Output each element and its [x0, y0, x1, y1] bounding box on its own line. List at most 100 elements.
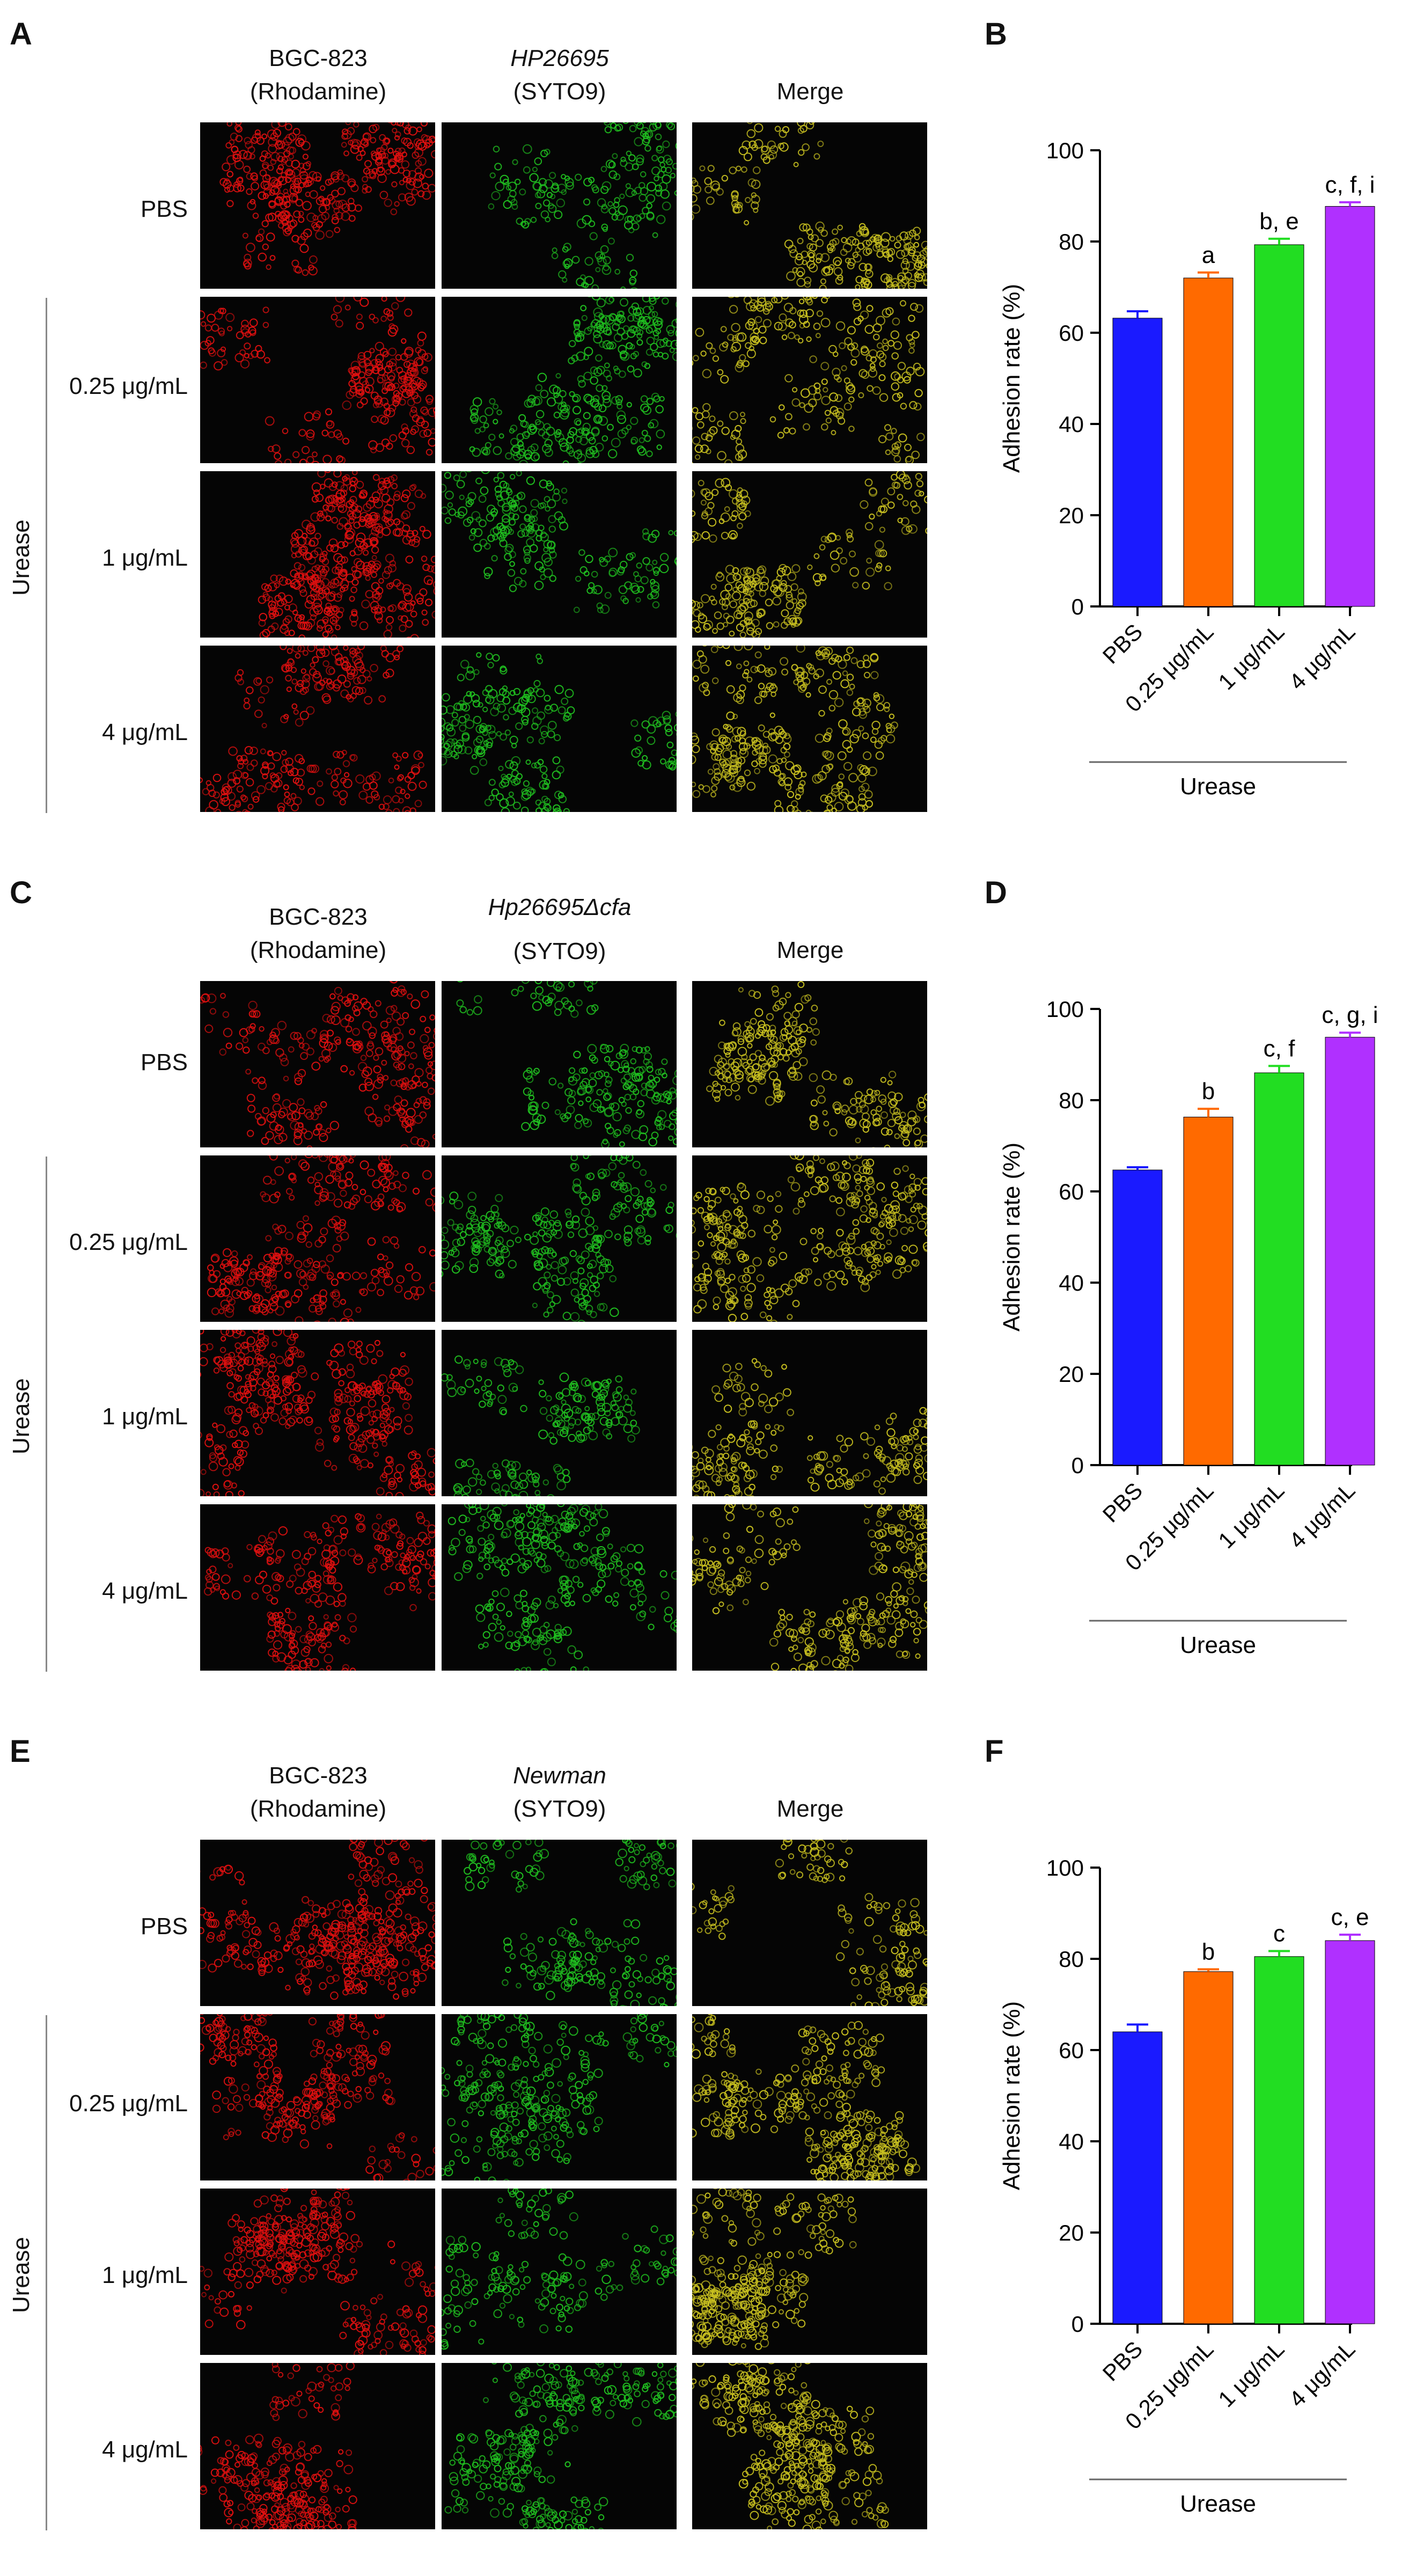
micrograph-rhodamine-row3	[200, 471, 435, 638]
y-tick-label: 40	[1059, 2129, 1084, 2154]
y-tick-label: 40	[1059, 412, 1084, 437]
micrograph-rhodamine-row4	[200, 1504, 435, 1671]
col-header-line1: HP26695	[442, 42, 678, 75]
error-bar-2	[1198, 1970, 1219, 1972]
row-label-4: 4 μg/mL	[27, 1578, 188, 1605]
micrograph-merge-row2	[692, 297, 927, 463]
micrograph-syto9-row3	[442, 1330, 677, 1496]
group-label: Urease	[1180, 773, 1256, 800]
error-bar-2	[1198, 1109, 1219, 1117]
col-header-rhodamine: BGC-823 (Rhodamine)	[200, 1759, 436, 1826]
row-label-1: 1 μg/mL	[27, 545, 188, 572]
error-bar-4	[1339, 1935, 1361, 1941]
significance-label-4: c, e	[1331, 1904, 1369, 1930]
row-label-4: 4 μg/mL	[27, 2436, 188, 2463]
col-header-line1: Newman	[442, 1759, 678, 1792]
significance-label-3: c, f	[1264, 1035, 1295, 1062]
micrograph-merge-row2	[692, 1155, 927, 1322]
bar-4	[1325, 1941, 1375, 2324]
y-axis-label: Adhesion rate (%)	[999, 2001, 1025, 2190]
micrograph-syto9-row2	[442, 2014, 677, 2180]
significance-label-4: c, f, i	[1325, 172, 1375, 198]
panel-letter-e: E	[10, 1733, 31, 1769]
error-bar-4	[1339, 202, 1361, 207]
x-tick-label: PBS	[1098, 1477, 1148, 1527]
strain-name: HP26695	[510, 45, 608, 71]
y-tick-label: 0	[1072, 2311, 1084, 2337]
row-label-025: 0.25 μg/mL	[27, 1229, 188, 1256]
figure-section-2: C D BGC-823 (Rhodamine) Hp26695Δcfa (SYT…	[0, 859, 1409, 1717]
error-bar-1	[1127, 311, 1148, 318]
micrograph-rhodamine-row4	[200, 2363, 435, 2529]
y-tick-label: 0	[1072, 1453, 1084, 1478]
micrograph-rhodamine-row1	[200, 981, 435, 1147]
x-tick-label: 1 μg/mL	[1213, 2336, 1289, 2412]
x-tick-label: 1 μg/mL	[1213, 619, 1289, 694]
micrograph-rhodamine-row3	[200, 1330, 435, 1496]
y-tick-label: 80	[1059, 229, 1084, 254]
y-tick-label: 60	[1059, 2038, 1084, 2063]
urease-bracket-line	[46, 298, 47, 813]
micrograph-rhodamine-row3	[200, 2189, 435, 2355]
y-tick-label: 60	[1059, 1179, 1084, 1204]
strain-name: Hp26695Δcfa	[488, 894, 632, 920]
col-header-merge: Merge	[692, 1792, 928, 1826]
col-header-line2: (SYTO9)	[442, 1792, 678, 1826]
urease-bracket-line	[46, 2015, 47, 2530]
y-tick-label: 80	[1059, 1946, 1084, 1972]
col-header-line2: (Rhodamine)	[200, 75, 436, 108]
bar-2	[1184, 1972, 1233, 2324]
significance-label-3: c	[1273, 1921, 1285, 1947]
row-label-025: 0.25 μg/mL	[27, 2090, 188, 2117]
col-header-line2: (SYTO9)	[442, 75, 678, 108]
bar-1	[1113, 1170, 1162, 1465]
urease-bracket-line	[46, 1157, 47, 1672]
error-bar-3	[1268, 1066, 1290, 1073]
micrograph-merge-row3	[692, 2189, 927, 2355]
urease-group-label: Urease	[8, 2237, 35, 2313]
bar-3	[1254, 1957, 1304, 2324]
micrograph-merge-row1	[692, 981, 927, 1147]
micrograph-syto9-row1	[442, 122, 677, 289]
x-tick-label: 1 μg/mL	[1213, 1477, 1289, 1553]
micrograph-rhodamine-row2	[200, 297, 435, 463]
col-header-line1: Merge	[692, 1792, 928, 1826]
col-header-syto9: HP26695 (SYTO9)	[442, 42, 678, 108]
error-bar-1	[1127, 2024, 1148, 2032]
col-header-rhodamine: BGC-823 (Rhodamine)	[200, 901, 436, 967]
col-header-merge: Merge	[692, 75, 928, 108]
col-header-line1: BGC-823	[200, 901, 436, 934]
y-tick-label: 20	[1059, 2220, 1084, 2245]
micrograph-merge-row4	[692, 1504, 927, 1671]
bar-3	[1254, 245, 1304, 606]
significance-label-3: b, e	[1259, 208, 1298, 235]
x-tick-label: PBS	[1098, 2336, 1148, 2386]
col-header-merge: Merge	[692, 934, 928, 967]
micrograph-rhodamine-row2	[200, 2014, 435, 2180]
y-axis-label: Adhesion rate (%)	[999, 1143, 1025, 1331]
col-header-rhodamine: BGC-823 (Rhodamine)	[200, 42, 436, 108]
bar-4	[1325, 207, 1375, 606]
micrograph-syto9-row4	[442, 1504, 677, 1671]
x-tick-label: 4 μg/mL	[1284, 2336, 1360, 2412]
y-tick-label: 20	[1059, 503, 1084, 528]
bar-4	[1325, 1037, 1375, 1465]
y-tick-label: 100	[1046, 1855, 1084, 1880]
urease-group-label: Urease	[8, 1378, 35, 1454]
row-label-pbs: PBS	[27, 1913, 188, 1940]
micrograph-syto9-row2	[442, 297, 677, 463]
col-header-line2: (Rhodamine)	[200, 1792, 436, 1826]
col-header-line1: Merge	[692, 934, 928, 967]
significance-label-4: c, g, i	[1322, 1002, 1378, 1028]
figure-section-3: E F BGC-823 (Rhodamine) Newman (SYTO9) M…	[0, 1717, 1409, 2576]
significance-label-2: b	[1202, 1939, 1215, 1965]
micrograph-rhodamine-row1	[200, 122, 435, 289]
panel-letter-c: C	[10, 875, 32, 911]
micrograph-merge-row1	[692, 1840, 927, 2006]
micrograph-syto9-row1	[442, 1840, 677, 2006]
y-tick-label: 80	[1059, 1088, 1084, 1113]
